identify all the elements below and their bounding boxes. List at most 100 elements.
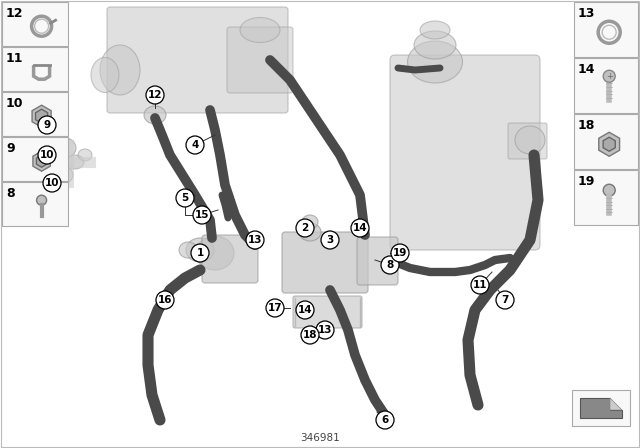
Text: 14: 14 <box>298 305 312 315</box>
Text: 12: 12 <box>6 7 24 20</box>
Ellipse shape <box>144 106 166 124</box>
Text: 2: 2 <box>301 223 308 233</box>
Bar <box>572 390 630 426</box>
Circle shape <box>376 411 394 429</box>
Text: 7: 7 <box>501 295 509 305</box>
Text: 1: 1 <box>196 248 204 258</box>
Ellipse shape <box>240 17 280 43</box>
Text: 10: 10 <box>6 97 24 110</box>
Circle shape <box>156 291 174 309</box>
Ellipse shape <box>91 57 119 92</box>
Ellipse shape <box>66 155 84 169</box>
Polygon shape <box>36 155 47 167</box>
Text: 18: 18 <box>303 330 317 340</box>
FancyBboxPatch shape <box>390 55 540 250</box>
Text: 11: 11 <box>6 52 24 65</box>
Circle shape <box>266 299 284 317</box>
Circle shape <box>176 189 194 207</box>
Circle shape <box>496 291 514 309</box>
Ellipse shape <box>51 166 73 184</box>
Circle shape <box>38 146 56 164</box>
Ellipse shape <box>48 137 76 159</box>
Bar <box>2 47 68 91</box>
Bar <box>2 137 68 181</box>
Circle shape <box>301 326 319 344</box>
FancyBboxPatch shape <box>107 7 288 113</box>
Text: 19: 19 <box>393 248 407 258</box>
Text: 9: 9 <box>44 120 51 130</box>
Circle shape <box>321 231 339 249</box>
Text: 6: 6 <box>381 415 388 425</box>
Circle shape <box>296 219 314 237</box>
Text: 12: 12 <box>148 90 163 100</box>
Ellipse shape <box>515 126 545 154</box>
Circle shape <box>604 70 615 82</box>
Circle shape <box>316 321 334 339</box>
Text: 10: 10 <box>45 178 60 188</box>
Circle shape <box>38 116 56 134</box>
Text: 13: 13 <box>248 235 262 245</box>
Ellipse shape <box>186 238 214 262</box>
FancyBboxPatch shape <box>357 237 398 285</box>
Circle shape <box>351 219 369 237</box>
FancyBboxPatch shape <box>293 296 362 328</box>
Ellipse shape <box>196 236 234 270</box>
Bar <box>574 114 638 169</box>
Circle shape <box>191 244 209 262</box>
Polygon shape <box>32 105 51 127</box>
Bar <box>574 58 638 113</box>
Bar <box>2 182 68 226</box>
Text: 346981: 346981 <box>300 433 340 443</box>
Circle shape <box>186 136 204 154</box>
Circle shape <box>296 301 314 319</box>
Text: 13: 13 <box>317 325 332 335</box>
Bar <box>574 2 638 57</box>
FancyBboxPatch shape <box>508 123 547 159</box>
Text: 5: 5 <box>181 193 189 203</box>
Circle shape <box>604 184 615 196</box>
Polygon shape <box>603 137 615 151</box>
Ellipse shape <box>78 149 92 161</box>
Polygon shape <box>580 398 622 418</box>
Text: 3: 3 <box>326 235 333 245</box>
Text: 13: 13 <box>578 7 595 20</box>
Polygon shape <box>33 151 51 171</box>
Circle shape <box>381 256 399 274</box>
Text: 8: 8 <box>387 260 394 270</box>
Text: +: + <box>606 72 612 81</box>
Text: 17: 17 <box>268 303 282 313</box>
Ellipse shape <box>179 242 197 258</box>
Ellipse shape <box>302 215 318 229</box>
Text: 10: 10 <box>40 150 54 160</box>
FancyBboxPatch shape <box>282 232 368 293</box>
Circle shape <box>471 276 489 294</box>
Circle shape <box>246 231 264 249</box>
Bar <box>2 92 68 136</box>
Circle shape <box>36 195 47 205</box>
Circle shape <box>146 86 164 104</box>
Text: 4: 4 <box>191 140 198 150</box>
Text: 14: 14 <box>353 223 367 233</box>
Polygon shape <box>36 109 47 123</box>
Bar <box>574 170 638 225</box>
Text: 8: 8 <box>6 187 15 200</box>
Text: 9: 9 <box>6 142 15 155</box>
Polygon shape <box>599 132 620 156</box>
Text: 11: 11 <box>473 280 487 290</box>
Text: 16: 16 <box>157 295 172 305</box>
FancyBboxPatch shape <box>227 27 293 93</box>
Text: 18: 18 <box>578 119 595 132</box>
Circle shape <box>43 174 61 192</box>
Circle shape <box>391 244 409 262</box>
Ellipse shape <box>100 45 140 95</box>
Polygon shape <box>610 398 622 410</box>
FancyBboxPatch shape <box>202 235 258 283</box>
Ellipse shape <box>299 223 321 241</box>
Circle shape <box>193 206 211 224</box>
Ellipse shape <box>408 41 463 83</box>
Text: 14: 14 <box>578 63 595 76</box>
Text: 15: 15 <box>195 210 209 220</box>
Ellipse shape <box>414 31 456 59</box>
Ellipse shape <box>420 21 450 39</box>
Bar <box>2 2 68 46</box>
